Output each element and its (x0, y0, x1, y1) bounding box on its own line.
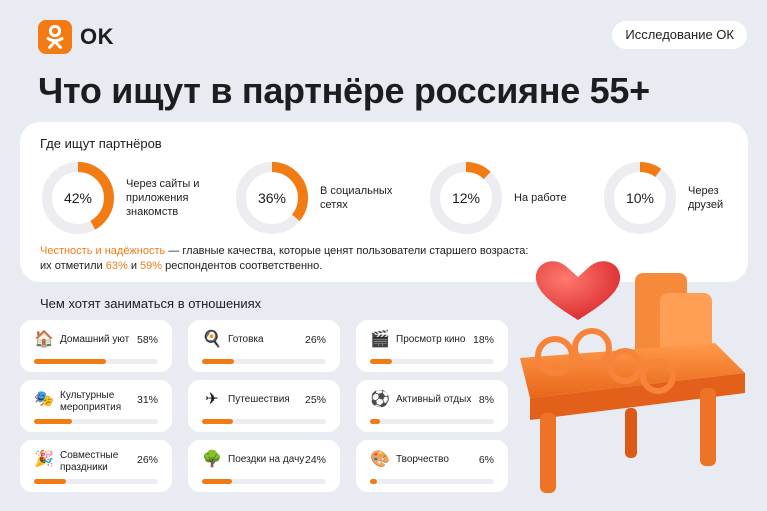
note-text: их отметили (40, 260, 106, 272)
activity-bar (202, 419, 233, 424)
heart-icon (535, 261, 621, 320)
partner-search-panel: Где ищут партнёров 42% Через сайты и при… (20, 122, 748, 282)
activity-value: 26% (304, 334, 326, 346)
activity-value: 18% (472, 334, 494, 346)
activity-card: 🎭 Культурные мероприятия 31% (20, 380, 172, 432)
activity-card: 🌳 Поездки на дачу 24% (188, 440, 340, 492)
activity-card: 🎨 Творчество 6% (356, 440, 508, 492)
donut-label: Через сайты и приложения знакомств (126, 178, 200, 218)
donut-item: 12% На работе (428, 160, 594, 236)
research-badge: Исследование ОК (612, 21, 747, 49)
donut-value: 42% (63, 190, 93, 206)
activity-bar (370, 359, 393, 364)
activity-bar (370, 419, 380, 424)
donut-arc (430, 162, 502, 234)
activity-bar (202, 359, 235, 364)
activity-card: 🏠 Домашний уют 58% (20, 320, 172, 372)
donut-chart: 12% (428, 160, 504, 236)
ok-logo: OK (38, 20, 114, 54)
qualities-note: Честность и надёжность — главные качеств… (40, 244, 560, 274)
donut-chart: 36% (234, 160, 310, 236)
activity-label: Путешествия (228, 394, 290, 405)
donut-value: 36% (257, 190, 287, 206)
activity-card: 🎉 Совместные праздники 26% (20, 440, 172, 492)
activity-card: ⚽ Активный отдых 8% (356, 380, 508, 432)
activities-title: Чем хотят заниматься в отношениях (40, 296, 262, 311)
note-value: 63% (105, 260, 128, 272)
party-popper-icon: 🎉 (34, 451, 54, 468)
activity-label: Поездки на дачу (228, 454, 305, 465)
house-icon: 🏠 (34, 331, 54, 348)
activity-bar (370, 479, 378, 484)
tree-icon: 🌳 (202, 451, 222, 468)
donut-item: 10% Через друзей (602, 160, 738, 236)
donut-arc (236, 162, 308, 234)
note-text: и (127, 260, 141, 272)
airplane-icon: ✈ (205, 391, 219, 408)
activity-label: Готовка (228, 334, 264, 345)
activity-bar-track (34, 419, 158, 424)
clapperboard-icon: 🎬 (370, 331, 390, 348)
donut-arc (604, 162, 676, 234)
donut-item: 42% Через сайты и приложения знакомств (40, 160, 216, 236)
note-text: респондентов соответственно. (162, 260, 323, 272)
activity-bar (202, 479, 232, 484)
soccer-ball-icon: ⚽ (370, 391, 390, 408)
activity-card: 🍳 Готовка 26% (188, 320, 340, 372)
donut-chart: 10% (602, 160, 678, 236)
donut-chart: 42% (40, 160, 116, 236)
activity-label: Культурные мероприятия (60, 390, 122, 413)
activity-label: Домашний уют (60, 334, 130, 345)
page-title: Что ищут в партнёре россияне 55+ (38, 70, 650, 111)
frying-pan-icon: 🍳 (202, 331, 222, 348)
activity-card: ✈ Путешествия 25% (188, 380, 340, 432)
activity-bar-track (34, 359, 158, 364)
partner-search-title: Где ищут партнёров (40, 136, 162, 151)
activity-bar (34, 479, 67, 484)
illustration (520, 261, 745, 493)
activity-label: Просмотр кино (396, 334, 466, 345)
activity-bar-track (34, 479, 158, 484)
activity-value: 26% (136, 454, 158, 466)
activity-label: Совместные праздники (60, 450, 119, 473)
theater-masks-icon: 🎭 (34, 391, 54, 408)
activity-bar-track (370, 479, 494, 484)
donut-value: 10% (625, 190, 655, 206)
glasses-icon (535, 328, 676, 394)
donut-label: На работе (514, 192, 567, 204)
activity-bar-track (202, 479, 326, 484)
palette-icon: 🎨 (370, 451, 390, 468)
activity-bar (34, 419, 73, 424)
activity-label: Активный отдых (396, 394, 472, 405)
note-value: 59% (140, 260, 163, 272)
activity-bar-track (370, 359, 494, 364)
brand-name: OK (80, 24, 114, 49)
donut-value: 12% (451, 190, 481, 206)
donut-item: 36% В социальных сетях (234, 160, 404, 236)
activity-value: 8% (478, 394, 494, 406)
donut-arc (42, 162, 114, 234)
activity-value: 25% (304, 394, 326, 406)
ok-logo-icon (38, 20, 72, 54)
activity-bar-track (202, 359, 326, 364)
activity-bar (34, 359, 106, 364)
activity-value: 31% (136, 394, 158, 406)
donut-label: В социальных сетях (320, 185, 393, 211)
activity-value: 24% (304, 454, 326, 466)
activity-card: 🎬 Просмотр кино 18% (356, 320, 508, 372)
activity-bar-track (370, 419, 494, 424)
activity-value: 6% (478, 454, 494, 466)
note-text: — главные качества, которые ценят пользо… (165, 245, 529, 257)
donut-label: Через друзей (688, 185, 724, 211)
note-highlight: Честность и надёжность (40, 245, 166, 257)
activity-label: Творчество (396, 454, 449, 465)
table-icon (520, 273, 745, 493)
activity-bar-track (202, 419, 326, 424)
activity-value: 58% (136, 334, 158, 346)
